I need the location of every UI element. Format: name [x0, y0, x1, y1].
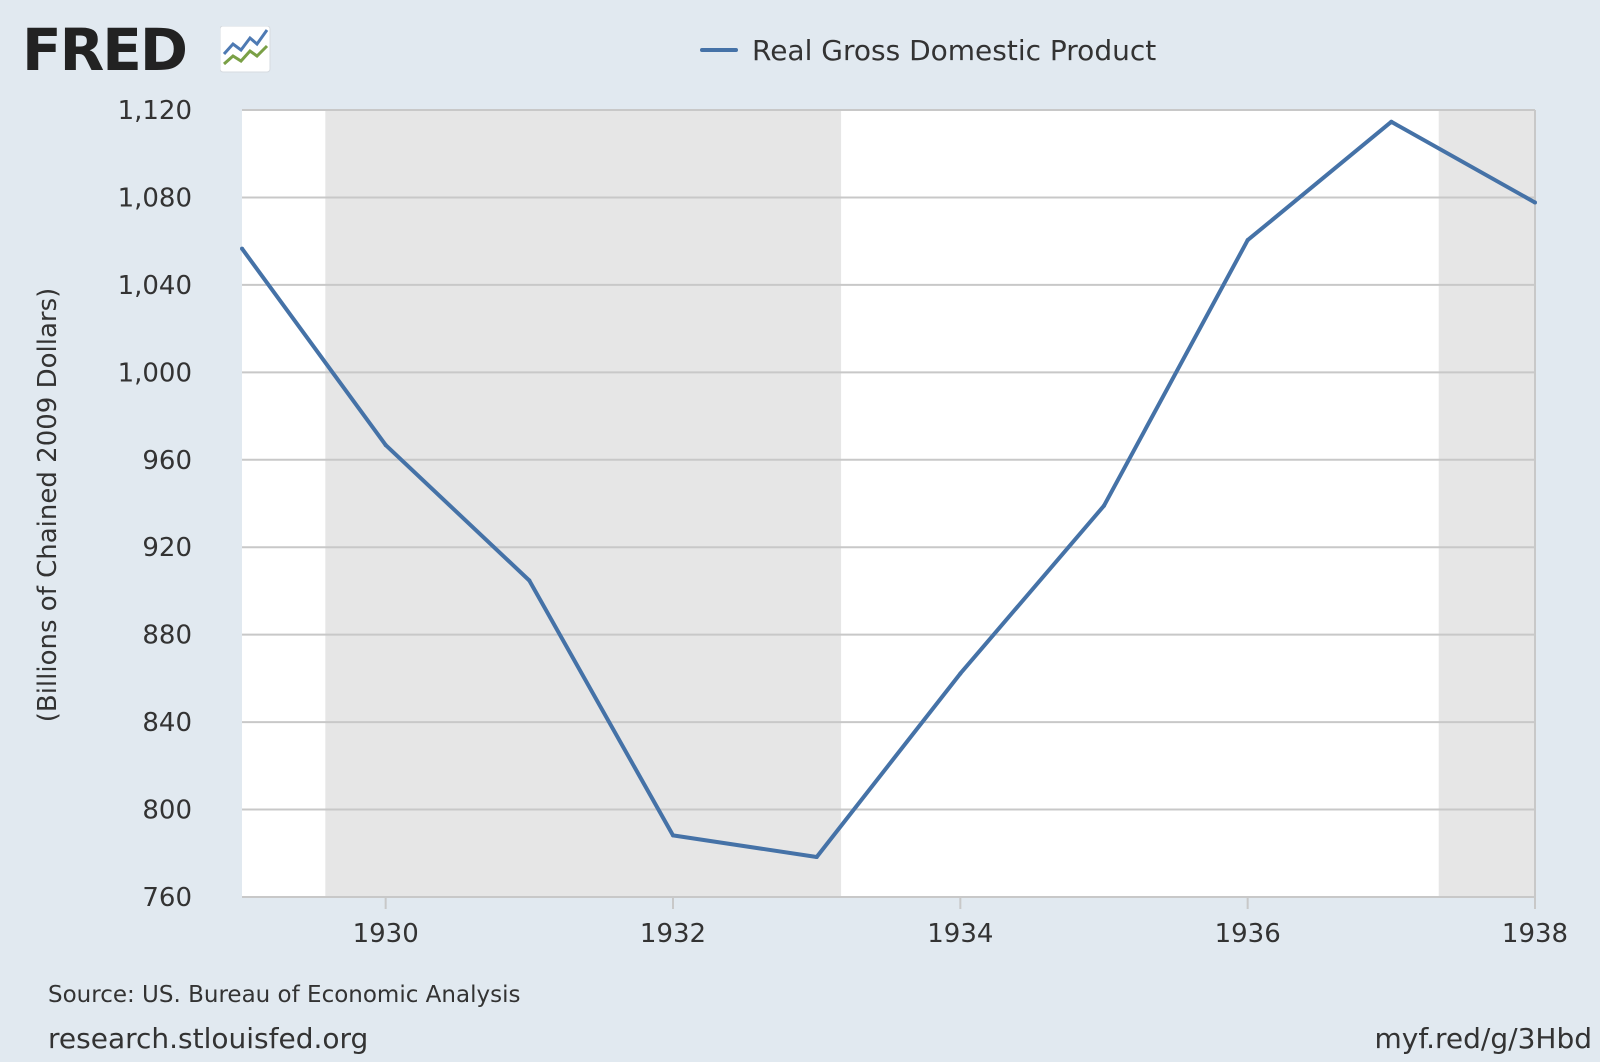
- data-point: [1246, 238, 1250, 242]
- y-tick-label: 800: [142, 796, 192, 826]
- x-tick-label: 1932: [640, 919, 706, 949]
- data-point: [1102, 504, 1106, 508]
- site-link[interactable]: research.stlouisfed.org: [48, 1022, 368, 1055]
- y-axis-ticks: 760 800 840 880 920 960 1,000 1,040 1,080 1,120: [118, 96, 192, 913]
- y-tick-label: 1,040: [118, 271, 192, 301]
- data-point: [671, 833, 675, 837]
- y-tick-label: 960: [142, 446, 192, 476]
- data-point: [958, 672, 962, 676]
- y-tick-label: 920: [142, 533, 192, 563]
- x-tick-label: 1938: [1502, 919, 1568, 949]
- y-tick-label: 1,120: [118, 96, 192, 126]
- data-point: [1533, 200, 1537, 204]
- y-tick-label: 840: [142, 708, 192, 738]
- short-link[interactable]: myf.red/g/3Hbd: [1374, 1022, 1592, 1055]
- data-point: [240, 247, 244, 251]
- x-tick-label: 1936: [1215, 919, 1281, 949]
- x-axis-ticks: 1930 1932 1934 1936 1938: [353, 897, 1569, 949]
- recession-band: [325, 110, 841, 897]
- data-point: [1389, 120, 1393, 124]
- x-tick-label: 1930: [353, 919, 419, 949]
- data-point: [527, 578, 531, 582]
- y-axis-label: (Billions of Chained 2009 Dollars): [33, 288, 63, 723]
- y-tick-label: 1,080: [118, 183, 192, 213]
- y-tick-label: 1,000: [118, 358, 192, 388]
- line-chart: 760 800 840 880 920 960 1,000 1,040 1,080 1,120 1…: [0, 0, 1600, 1062]
- data-point: [815, 855, 819, 859]
- recession-band: [1439, 110, 1535, 897]
- x-tick-label: 1934: [927, 919, 993, 949]
- y-tick-label: 760: [142, 883, 192, 913]
- data-point: [384, 443, 388, 447]
- y-tick-label: 880: [142, 621, 192, 651]
- source-text: Source: US. Bureau of Economic Analysis: [48, 982, 520, 1008]
